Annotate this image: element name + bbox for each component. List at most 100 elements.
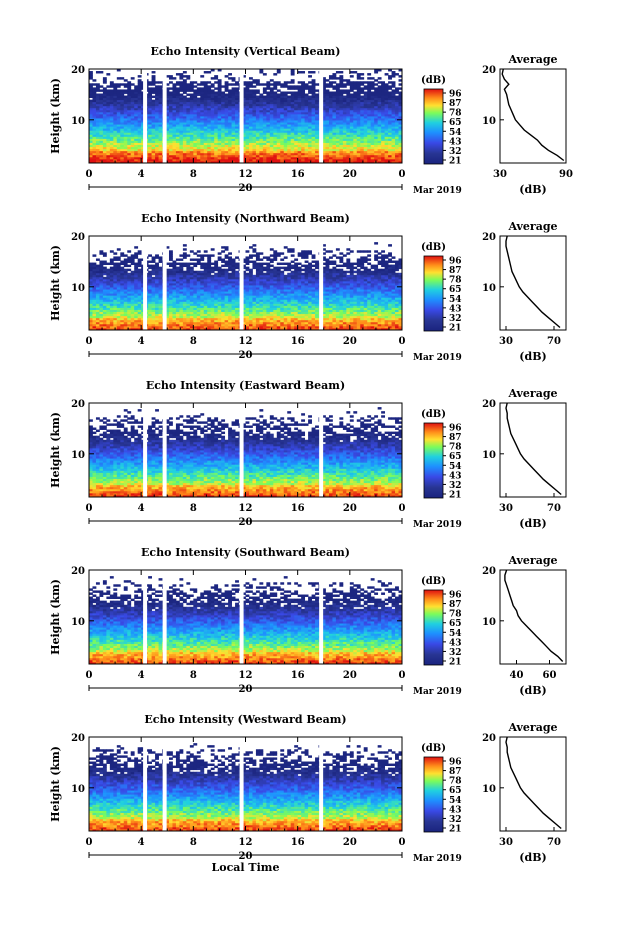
x-tick-label: 4 [138, 837, 145, 848]
heatmap [89, 403, 403, 498]
average-x-tick-label: 90 [559, 169, 573, 180]
colorbar-unit: (dB) [421, 75, 446, 86]
x-tick-label: 20 [343, 670, 357, 681]
x-tick-label: 20 [343, 336, 357, 347]
data-gap [143, 236, 148, 330]
heatmap [89, 236, 403, 331]
panel-1: Echo Intensity (Northward Beam) Height (k… [49, 212, 567, 363]
average-profile-line [505, 402, 562, 496]
colorbar-tick-label: 96 [449, 90, 462, 100]
colorbar-tick-label: 54 [449, 128, 462, 138]
average-y-tick-label: 10 [482, 116, 496, 127]
data-gap [319, 236, 324, 330]
x-tick-label: 20 [343, 503, 357, 514]
x-tick-label: 0 [399, 336, 406, 347]
data-gap [143, 737, 148, 831]
colorbar-tick-label: 43 [449, 137, 462, 147]
y-axis-label: Height (km) [49, 245, 62, 321]
x-tick-label: 0 [86, 837, 93, 848]
x-tick-label: 12 [239, 336, 253, 347]
y-axis-label: Height (km) [49, 412, 62, 488]
y-axis-label: Height (km) [49, 746, 62, 822]
average-frame [499, 68, 567, 164]
month-label: Mar 2019 [413, 186, 462, 196]
average-x-label: (dB) [519, 684, 546, 697]
colorbar-tick-label: 96 [449, 758, 462, 768]
average-y-tick-label: 20 [482, 65, 496, 76]
average-y-tick-label: 10 [482, 283, 496, 294]
x-tick-label: 0 [86, 169, 93, 180]
data-gap [162, 403, 167, 497]
colorbar-unit: (dB) [421, 576, 446, 587]
colorbar-tick-label: 96 [449, 257, 462, 267]
colorbar-tick-label: 65 [449, 619, 462, 629]
average-frame [499, 402, 567, 498]
data-gap [319, 737, 324, 831]
month-label: Mar 2019 [413, 687, 462, 697]
colorbar-tick-label: 78 [449, 109, 462, 119]
colorbar [423, 255, 444, 332]
colorbar-tick-label: 87 [449, 767, 462, 777]
data-gap [319, 69, 324, 163]
colorbar-tick-label: 65 [449, 118, 462, 128]
colorbar-tick-label: 65 [449, 452, 462, 462]
colorbar-tick-label: 32 [449, 815, 462, 825]
day-label: 20 [239, 851, 253, 862]
panel-title: Echo Intensity (Southward Beam) [141, 546, 350, 559]
colorbar-tick-label: 87 [449, 266, 462, 276]
average-x-label: (dB) [519, 350, 546, 363]
average-profile-line [501, 68, 565, 162]
average-profile-line [505, 736, 562, 830]
colorbar-tick-label: 87 [449, 600, 462, 610]
colorbar-tick-label: 65 [449, 285, 462, 295]
data-gap [239, 69, 244, 163]
month-label: Mar 2019 [413, 854, 462, 864]
day-label: 20 [239, 350, 253, 361]
average-x-tick-label: 30 [499, 837, 513, 848]
colorbar-tick-label: 43 [449, 471, 462, 481]
panel-0: Echo Intensity (Vertical Beam) Height (km… [49, 45, 573, 196]
colorbar-unit: (dB) [421, 242, 446, 253]
average-x-label: (dB) [519, 851, 546, 864]
colorbar [423, 589, 444, 666]
average-y-tick-label: 20 [482, 733, 496, 744]
heatmap [89, 570, 403, 665]
average-x-tick-label: 70 [547, 503, 561, 514]
panel-3: Echo Intensity (Southward Beam) Height (k… [49, 546, 567, 697]
average-frame [499, 235, 567, 331]
colorbar-unit: (dB) [421, 743, 446, 754]
y-tick-label: 10 [71, 116, 85, 127]
colorbar-tick-label: 54 [449, 629, 462, 639]
colorbar-tick-label: 32 [449, 147, 462, 157]
colorbar-tick-label: 87 [449, 99, 462, 109]
x-tick-label: 16 [291, 670, 305, 681]
average-x-label: (dB) [519, 183, 546, 196]
panel-title: Echo Intensity (Vertical Beam) [150, 45, 340, 58]
panel-title: Echo Intensity (Northward Beam) [141, 212, 350, 225]
y-tick-label: 20 [71, 399, 85, 410]
colorbar-tick-label: 87 [449, 433, 462, 443]
colorbar-tick-label: 78 [449, 610, 462, 620]
month-label: Mar 2019 [413, 520, 462, 530]
x-tick-label: 4 [138, 169, 145, 180]
x-tick-label: 16 [291, 169, 305, 180]
average-x-tick-label: 70 [547, 837, 561, 848]
x-tick-label: 16 [291, 503, 305, 514]
day-label: 20 [239, 183, 253, 194]
data-gap [162, 69, 167, 163]
average-title: Average [507, 387, 557, 400]
colorbar-tick-label: 43 [449, 304, 462, 314]
average-x-tick-label: 60 [543, 670, 557, 681]
heatmap [89, 69, 403, 164]
average-title: Average [507, 220, 557, 233]
x-tick-label: 12 [239, 670, 253, 681]
average-profile-line [504, 569, 564, 662]
data-gap [239, 236, 244, 330]
average-x-label: (dB) [519, 517, 546, 530]
average-x-tick-label: 30 [493, 169, 507, 180]
x-tick-label: 12 [239, 169, 253, 180]
x-tick-label: 0 [86, 670, 93, 681]
y-tick-label: 10 [71, 450, 85, 461]
day-label: 20 [239, 684, 253, 695]
